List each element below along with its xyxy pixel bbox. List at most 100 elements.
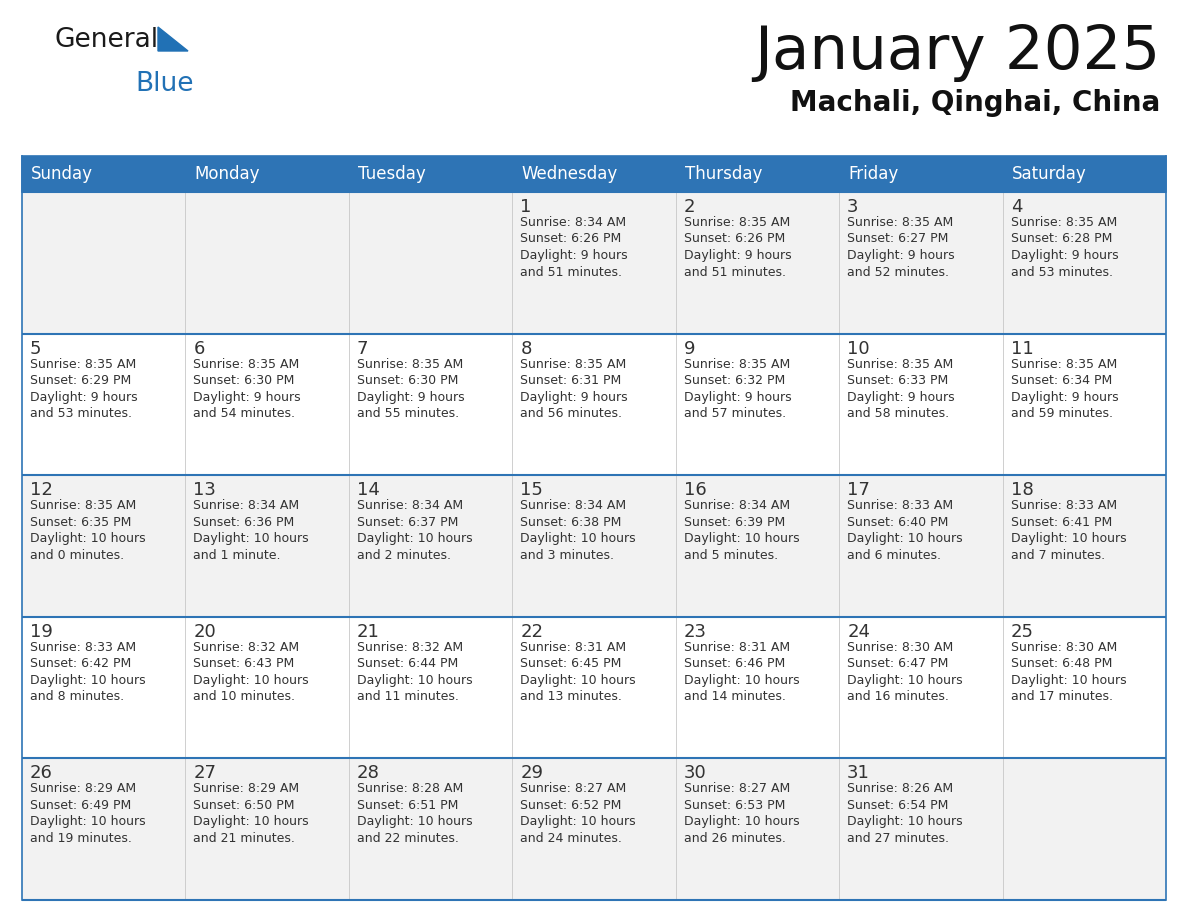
Text: 16: 16 (684, 481, 707, 499)
Text: Sunrise: 8:35 AM: Sunrise: 8:35 AM (194, 358, 299, 371)
Text: Machali, Qinghai, China: Machali, Qinghai, China (790, 89, 1159, 117)
Text: Sunrise: 8:35 AM: Sunrise: 8:35 AM (1011, 358, 1117, 371)
Text: Daylight: 10 hours: Daylight: 10 hours (847, 674, 962, 687)
Bar (23, 758, 1165, 900)
Text: Sunset: 6:32 PM: Sunset: 6:32 PM (684, 375, 785, 387)
Text: and 10 minutes.: and 10 minutes. (194, 690, 296, 703)
Bar (185, 156, 349, 192)
Text: Sunset: 6:34 PM: Sunset: 6:34 PM (1011, 375, 1112, 387)
Text: Daylight: 10 hours: Daylight: 10 hours (684, 815, 800, 828)
Text: Sunset: 6:43 PM: Sunset: 6:43 PM (194, 657, 295, 670)
Text: 19: 19 (30, 622, 53, 641)
Text: Friday: Friday (848, 165, 898, 183)
Text: and 26 minutes.: and 26 minutes. (684, 832, 785, 845)
Text: 22: 22 (520, 622, 543, 641)
Text: Sunrise: 8:29 AM: Sunrise: 8:29 AM (194, 782, 299, 795)
Text: Daylight: 9 hours: Daylight: 9 hours (847, 249, 955, 262)
Text: 27: 27 (194, 765, 216, 782)
Text: Sunrise: 8:30 AM: Sunrise: 8:30 AM (847, 641, 954, 654)
Text: Sunrise: 8:32 AM: Sunrise: 8:32 AM (194, 641, 299, 654)
Text: 21: 21 (356, 622, 380, 641)
Text: 24: 24 (847, 622, 870, 641)
Text: and 7 minutes.: and 7 minutes. (1011, 549, 1105, 562)
Text: Sunset: 6:42 PM: Sunset: 6:42 PM (30, 657, 131, 670)
Text: Daylight: 10 hours: Daylight: 10 hours (847, 532, 962, 545)
Text: and 8 minutes.: and 8 minutes. (30, 690, 124, 703)
Text: Daylight: 9 hours: Daylight: 9 hours (520, 390, 628, 404)
Text: 12: 12 (30, 481, 53, 499)
Text: Sunrise: 8:27 AM: Sunrise: 8:27 AM (684, 782, 790, 795)
Text: Sunset: 6:38 PM: Sunset: 6:38 PM (520, 516, 621, 529)
Text: Sunset: 6:26 PM: Sunset: 6:26 PM (684, 232, 785, 245)
Text: Sunrise: 8:35 AM: Sunrise: 8:35 AM (1011, 216, 1117, 229)
Text: Sunset: 6:37 PM: Sunset: 6:37 PM (356, 516, 459, 529)
Text: Sunrise: 8:31 AM: Sunrise: 8:31 AM (684, 641, 790, 654)
Text: Sunset: 6:48 PM: Sunset: 6:48 PM (1011, 657, 1112, 670)
Text: 17: 17 (847, 481, 870, 499)
Bar (23, 156, 185, 192)
Text: and 16 minutes.: and 16 minutes. (847, 690, 949, 703)
Text: 26: 26 (30, 765, 53, 782)
Text: Sunset: 6:39 PM: Sunset: 6:39 PM (684, 516, 785, 529)
Text: January 2025: January 2025 (753, 24, 1159, 83)
Bar (349, 156, 512, 192)
Text: Sunset: 6:50 PM: Sunset: 6:50 PM (194, 799, 295, 812)
Bar (23, 333, 1165, 476)
Text: Sunrise: 8:33 AM: Sunrise: 8:33 AM (847, 499, 953, 512)
Text: Sunset: 6:30 PM: Sunset: 6:30 PM (356, 375, 459, 387)
Text: Sunset: 6:51 PM: Sunset: 6:51 PM (356, 799, 459, 812)
Text: Sunrise: 8:32 AM: Sunrise: 8:32 AM (356, 641, 463, 654)
Text: Daylight: 10 hours: Daylight: 10 hours (356, 532, 473, 545)
Text: Daylight: 10 hours: Daylight: 10 hours (520, 815, 636, 828)
Text: and 0 minutes.: and 0 minutes. (30, 549, 124, 562)
Text: Daylight: 10 hours: Daylight: 10 hours (520, 674, 636, 687)
Text: Daylight: 10 hours: Daylight: 10 hours (30, 532, 146, 545)
Text: 18: 18 (1011, 481, 1034, 499)
Text: Sunrise: 8:34 AM: Sunrise: 8:34 AM (194, 499, 299, 512)
Text: Sunrise: 8:30 AM: Sunrise: 8:30 AM (1011, 641, 1117, 654)
Text: Sunrise: 8:35 AM: Sunrise: 8:35 AM (847, 358, 954, 371)
Text: Sunrise: 8:34 AM: Sunrise: 8:34 AM (356, 499, 463, 512)
Text: Daylight: 9 hours: Daylight: 9 hours (356, 390, 465, 404)
Text: and 52 minutes.: and 52 minutes. (847, 265, 949, 278)
Text: Sunset: 6:45 PM: Sunset: 6:45 PM (520, 657, 621, 670)
Bar (839, 156, 1003, 192)
Text: Sunset: 6:33 PM: Sunset: 6:33 PM (847, 375, 948, 387)
Text: Blue: Blue (135, 71, 194, 97)
Text: Sunset: 6:28 PM: Sunset: 6:28 PM (1011, 232, 1112, 245)
Text: Sunset: 6:27 PM: Sunset: 6:27 PM (847, 232, 948, 245)
Text: and 5 minutes.: and 5 minutes. (684, 549, 778, 562)
Text: Sunset: 6:52 PM: Sunset: 6:52 PM (520, 799, 621, 812)
Text: and 2 minutes.: and 2 minutes. (356, 549, 451, 562)
Text: 20: 20 (194, 622, 216, 641)
Text: Daylight: 10 hours: Daylight: 10 hours (356, 815, 473, 828)
Text: Monday: Monday (195, 165, 260, 183)
Text: General: General (55, 27, 159, 53)
Text: Sunset: 6:44 PM: Sunset: 6:44 PM (356, 657, 459, 670)
Text: 2: 2 (684, 198, 695, 216)
Text: Sunrise: 8:29 AM: Sunrise: 8:29 AM (30, 782, 137, 795)
Text: 14: 14 (356, 481, 380, 499)
Text: and 56 minutes.: and 56 minutes. (520, 407, 623, 420)
Text: Daylight: 9 hours: Daylight: 9 hours (1011, 390, 1118, 404)
Text: and 58 minutes.: and 58 minutes. (847, 407, 949, 420)
Text: Sunrise: 8:34 AM: Sunrise: 8:34 AM (520, 216, 626, 229)
Text: and 6 minutes.: and 6 minutes. (847, 549, 941, 562)
Text: Wednesday: Wednesday (522, 165, 618, 183)
Text: 28: 28 (356, 765, 380, 782)
Text: Sunrise: 8:27 AM: Sunrise: 8:27 AM (520, 782, 626, 795)
Text: and 53 minutes.: and 53 minutes. (30, 407, 132, 420)
Text: Sunset: 6:40 PM: Sunset: 6:40 PM (847, 516, 948, 529)
Text: Thursday: Thursday (684, 165, 762, 183)
Text: and 1 minute.: and 1 minute. (194, 549, 280, 562)
Text: Sunset: 6:36 PM: Sunset: 6:36 PM (194, 516, 295, 529)
Text: 23: 23 (684, 622, 707, 641)
Text: Daylight: 9 hours: Daylight: 9 hours (30, 390, 138, 404)
Text: Sunrise: 8:33 AM: Sunrise: 8:33 AM (30, 641, 137, 654)
Text: 6: 6 (194, 340, 204, 358)
Text: Daylight: 9 hours: Daylight: 9 hours (847, 390, 955, 404)
Text: Daylight: 10 hours: Daylight: 10 hours (356, 674, 473, 687)
Text: and 21 minutes.: and 21 minutes. (194, 832, 296, 845)
Text: and 27 minutes.: and 27 minutes. (847, 832, 949, 845)
Text: 30: 30 (684, 765, 707, 782)
